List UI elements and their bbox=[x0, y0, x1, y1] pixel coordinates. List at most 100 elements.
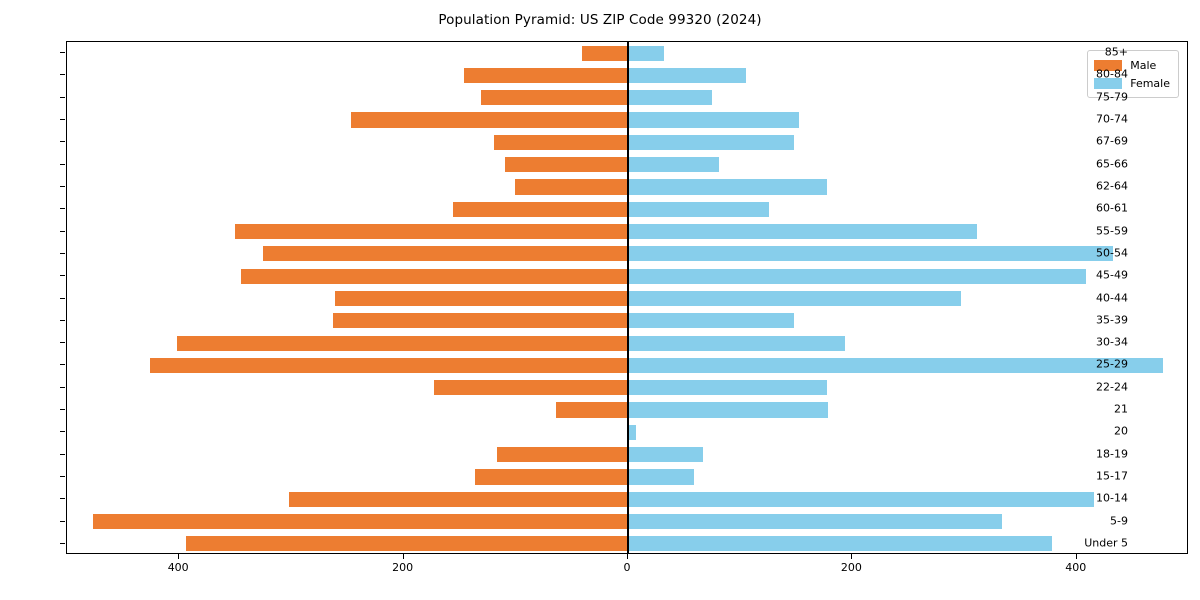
legend-item-male[interactable]: Male bbox=[1094, 56, 1170, 74]
y-axis-tick-label: 85+ bbox=[1104, 45, 1128, 59]
bar-row bbox=[67, 357, 1187, 373]
chart-title: Population Pyramid: US ZIP Code 99320 (2… bbox=[438, 12, 762, 28]
bar-female bbox=[628, 67, 746, 84]
y-axis-tick-mark bbox=[60, 119, 65, 121]
y-axis-tick-mark bbox=[60, 342, 65, 344]
y-axis-tick-label: 15-17 bbox=[1096, 469, 1128, 483]
bar-female bbox=[628, 335, 845, 351]
y-axis-tick-label: 50-54 bbox=[1096, 246, 1128, 260]
bar-row bbox=[67, 380, 1187, 396]
bar-female bbox=[628, 224, 977, 240]
bar-female bbox=[628, 268, 1086, 284]
bar-male bbox=[150, 357, 628, 373]
y-axis-tick-mark bbox=[60, 498, 65, 500]
x-axis-tick-label: 200 bbox=[840, 561, 862, 574]
bar-female bbox=[628, 112, 799, 128]
legend-label: Male bbox=[1130, 58, 1157, 72]
bar-row bbox=[67, 290, 1187, 307]
bar-male bbox=[350, 112, 628, 128]
bar-female bbox=[628, 513, 1002, 530]
plot-area: Male Female bbox=[66, 41, 1188, 554]
bar-male bbox=[185, 536, 628, 552]
y-axis-tick-label: 20 bbox=[1114, 424, 1128, 438]
legend-item-female[interactable]: Female bbox=[1094, 74, 1170, 92]
bar-female bbox=[628, 246, 1113, 262]
bar-female bbox=[628, 469, 695, 485]
bar-female bbox=[628, 424, 636, 440]
bar-female bbox=[628, 536, 1053, 552]
bar-female bbox=[628, 134, 795, 150]
y-axis-tick-mark bbox=[60, 453, 65, 455]
y-axis-tick-label: 40-44 bbox=[1096, 291, 1128, 304]
bar-male bbox=[335, 290, 628, 307]
bar-row bbox=[67, 513, 1187, 530]
y-axis-tick-label: Under 5 bbox=[1084, 536, 1128, 550]
x-axis-tick-mark bbox=[627, 554, 628, 559]
y-axis-tick-label: 35-39 bbox=[1096, 313, 1128, 327]
x-axis-tick-label: 0 bbox=[623, 561, 631, 574]
bar-male bbox=[176, 335, 628, 351]
y-axis-tick-mark bbox=[60, 96, 65, 98]
y-axis-tick-label: 10-14 bbox=[1096, 491, 1128, 505]
y-axis-tick-mark bbox=[60, 297, 65, 299]
y-axis-tick-mark bbox=[60, 319, 65, 321]
x-axis-tick-mark bbox=[851, 554, 853, 559]
y-axis-tick-label: 70-74 bbox=[1096, 112, 1128, 126]
bar-row bbox=[67, 402, 1187, 418]
zero-axis-line bbox=[627, 42, 629, 553]
bar-row bbox=[67, 268, 1187, 284]
y-axis-tick-mark bbox=[60, 275, 65, 277]
y-axis-tick-label: 25-29 bbox=[1096, 357, 1128, 371]
bar-male bbox=[475, 469, 628, 485]
x-axis-tick-mark bbox=[402, 554, 404, 559]
y-axis-tick-mark bbox=[60, 409, 65, 411]
bar-row bbox=[67, 45, 1187, 61]
bar-male bbox=[235, 224, 628, 240]
y-axis-tick-mark bbox=[60, 364, 65, 366]
y-axis-tick-mark bbox=[60, 163, 65, 165]
y-axis-tick-label: 5-9 bbox=[1110, 514, 1128, 528]
y-axis-tick-mark bbox=[60, 431, 65, 433]
bar-male bbox=[332, 313, 628, 329]
y-axis-tick-mark bbox=[60, 386, 65, 388]
bar-male bbox=[289, 491, 628, 507]
bar-female bbox=[628, 201, 770, 217]
y-axis-tick-label: 21 bbox=[1114, 402, 1128, 416]
y-axis-tick-label: 22-24 bbox=[1096, 380, 1128, 394]
y-axis-tick-label: 67-69 bbox=[1096, 134, 1128, 148]
bar-male bbox=[263, 246, 628, 262]
bars-layer bbox=[67, 42, 1187, 553]
bar-female bbox=[628, 380, 827, 396]
bar-male bbox=[494, 134, 628, 150]
bar-row bbox=[67, 179, 1187, 195]
y-axis-tick-label: 30-34 bbox=[1096, 335, 1128, 349]
y-axis-tick-mark bbox=[60, 74, 65, 76]
y-axis-tick-label: 80-84 bbox=[1096, 67, 1128, 81]
bar-row bbox=[67, 491, 1187, 507]
y-axis-tick-label: 60-61 bbox=[1096, 201, 1128, 215]
bar-row bbox=[67, 536, 1187, 552]
y-axis-tick-mark bbox=[60, 520, 65, 522]
bar-female bbox=[628, 157, 719, 173]
bar-row bbox=[67, 469, 1187, 485]
y-axis-tick-mark bbox=[60, 208, 65, 210]
bar-female bbox=[628, 357, 1164, 373]
bar-male bbox=[452, 201, 628, 217]
bar-row bbox=[67, 447, 1187, 463]
y-axis-tick-label: 65-66 bbox=[1096, 157, 1128, 171]
y-axis-tick-label: 45-49 bbox=[1096, 268, 1128, 282]
bar-male bbox=[92, 513, 628, 530]
bar-female bbox=[628, 45, 664, 61]
x-axis-tick-mark bbox=[1075, 554, 1077, 559]
bar-female bbox=[628, 402, 828, 418]
bar-male bbox=[240, 268, 628, 284]
bar-row bbox=[67, 424, 1187, 440]
bar-row bbox=[67, 335, 1187, 351]
bar-female bbox=[628, 90, 713, 106]
bar-female bbox=[628, 313, 795, 329]
bar-female bbox=[628, 290, 962, 307]
bar-row bbox=[67, 157, 1187, 173]
bar-row bbox=[67, 201, 1187, 217]
bar-row bbox=[67, 112, 1187, 128]
